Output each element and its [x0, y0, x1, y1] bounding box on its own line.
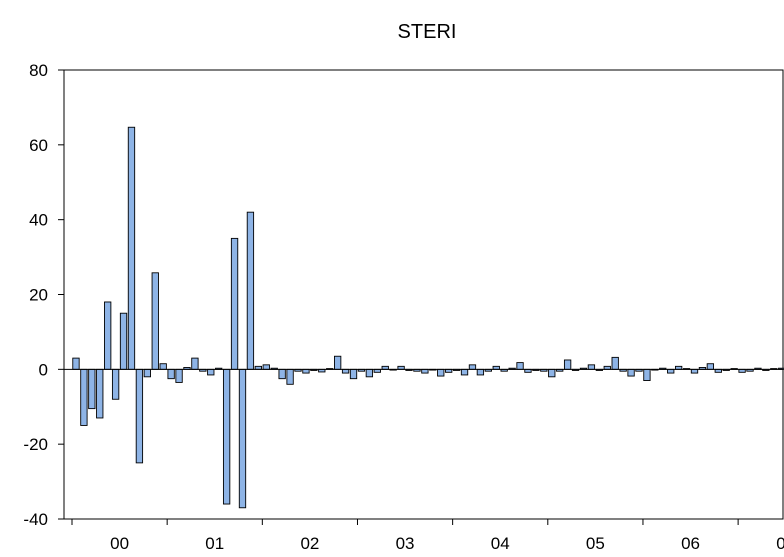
bar [207, 368, 215, 376]
y-tick-label: 0 [39, 360, 48, 379]
bar [119, 312, 128, 370]
bar [643, 368, 651, 381]
bar [563, 359, 572, 370]
bar [159, 363, 167, 370]
bar [238, 368, 247, 509]
y-axis: -40 -20 0 20 40 60 80 [23, 61, 64, 529]
bar [627, 368, 635, 377]
chart-title: STERI [398, 21, 457, 43]
bar [167, 368, 175, 380]
bar [230, 237, 239, 370]
bar [135, 368, 144, 464]
bar [96, 368, 104, 419]
bar-series [72, 126, 784, 509]
bar [468, 364, 477, 370]
x-tick-label: 06 [681, 534, 700, 553]
x-tick-label: 05 [586, 534, 605, 553]
bar [111, 368, 120, 400]
bar [127, 126, 136, 370]
x-tick-label: 04 [491, 534, 510, 553]
bar [690, 368, 699, 374]
bar [278, 368, 286, 380]
y-tick-label: -20 [23, 435, 48, 454]
bar [706, 363, 715, 370]
bar [72, 357, 80, 370]
plot-area [63, 69, 784, 520]
x-tick-label: 03 [396, 534, 415, 553]
bar [88, 368, 96, 410]
x-tick-label: 00 [110, 534, 129, 553]
bar [334, 355, 342, 370]
bar [365, 368, 374, 378]
bar [191, 357, 199, 370]
bar [421, 368, 429, 374]
y-tick-label: -40 [23, 510, 48, 529]
bar [286, 368, 294, 385]
bar [262, 364, 270, 370]
bar [104, 301, 112, 370]
bar [246, 211, 255, 370]
bar [349, 368, 358, 380]
bar [302, 368, 310, 374]
y-tick-label: 40 [29, 211, 48, 230]
x-tick-label: 02 [300, 534, 319, 553]
y-tick-label: 60 [29, 136, 48, 155]
bar [143, 368, 151, 378]
y-tick-label: 20 [29, 286, 48, 305]
bar [667, 368, 675, 374]
plot-frame [63, 69, 784, 520]
bar [341, 368, 350, 374]
bar [476, 368, 485, 376]
x-axis: 000102030405060708 [71, 519, 784, 553]
bar [80, 368, 88, 426]
x-tick-label: 07 [776, 534, 784, 553]
bar [587, 364, 596, 370]
x-tick-label: 01 [205, 534, 224, 553]
bar [437, 368, 445, 377]
bar [222, 368, 231, 505]
bar [151, 272, 159, 370]
bar [611, 356, 619, 370]
y-tick-label: 80 [29, 61, 48, 80]
bar [175, 368, 183, 383]
bar [516, 362, 524, 370]
bar [548, 368, 556, 378]
bar [460, 368, 469, 376]
